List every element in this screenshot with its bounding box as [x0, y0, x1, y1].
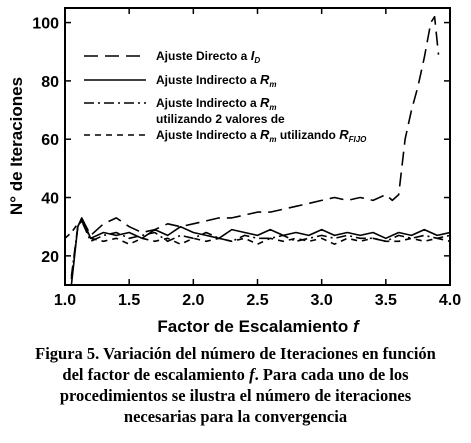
legend-label-subscript: m: [269, 80, 276, 89]
x-axis-label-text: Factor de Escalamiento: [157, 317, 348, 336]
legend-label-symbol: R: [260, 127, 270, 142]
x-tick-label-2: 2.0: [182, 292, 204, 309]
x-tick-label-4: 3.0: [311, 292, 333, 309]
legend-label-rest: utilizando: [277, 128, 340, 142]
series-line-4: [65, 220, 450, 245]
legend-label-symbol: R: [260, 95, 270, 110]
series-line-2: [70, 217, 450, 285]
y-tick-label-1: 40: [41, 191, 59, 208]
x-tick-label-5: 3.5: [375, 292, 397, 309]
legend-label-2: Ajuste Indirecto a Rm: [156, 72, 277, 89]
legend-label-subscript-2: FIJO: [349, 135, 368, 144]
caption-line-2b: . Para cada uno de los: [254, 365, 409, 384]
x-tick-label-1: 1.5: [118, 292, 140, 309]
legend-label-text: Ajuste Directo a: [156, 49, 251, 63]
y-axis-label: N° de Iteraciones: [7, 77, 26, 215]
legend-label-symbol-2: R: [339, 127, 349, 142]
x-tick-label-3: 2.5: [246, 292, 268, 309]
caption-line-2a: del factor de escalamiento: [62, 365, 250, 384]
series-layer: [65, 15, 450, 285]
ticks-layer: 1.0 1.5 2.0 2.5 3.0 3.5 4.0 20 40 60 80 100: [32, 8, 461, 309]
y-tick-label-3: 80: [41, 74, 59, 91]
x-tick-label-0: 1.0: [54, 292, 76, 309]
legend-label-3: Ajuste Indirecto a Rm: [156, 95, 277, 112]
series-line-1: [70, 15, 440, 280]
legend-label-text: Ajuste Indirecto a: [156, 128, 260, 142]
legend-label-1: Ajuste Directo a ID: [156, 48, 260, 65]
caption-line-1: Figura 5. Variación del número de Iterac…: [35, 344, 436, 363]
legend-label-3-line-2: utilizando 2 valores de: [156, 112, 285, 126]
legend-label-subscript: m: [269, 103, 276, 112]
series-line-3: [70, 220, 450, 277]
figure-caption: Figura 5. Variación del número de Iterac…: [0, 343, 471, 427]
y-tick-label-4: 100: [32, 16, 59, 33]
y-tick-label-0: 20: [41, 249, 59, 266]
legend-label-text: Ajuste Indirecto a: [156, 73, 260, 87]
legend-label-symbol: R: [260, 72, 270, 87]
legend: Ajuste Directo a ID Ajuste Indirecto a Rm…: [84, 48, 367, 144]
legend-label-text: Ajuste Indirecto a: [156, 96, 260, 110]
legend-label-subscript: D: [254, 56, 260, 65]
x-axis-label: Factor de Escalamiento f: [157, 317, 361, 336]
x-axis-label-var: f: [353, 317, 361, 336]
legend-label-symbol: I: [251, 48, 255, 63]
legend-label-4: Ajuste Indirecto a Rm utilizando RFIJO: [156, 127, 367, 144]
x-tick-label-6: 4.0: [439, 292, 461, 309]
caption-line-4: necesarias para la convergencia: [123, 407, 348, 426]
caption-line-2: del factor de escalamiento f. Para cada …: [62, 365, 408, 384]
caption-line-2-var: f: [249, 365, 255, 384]
chart: 1.0 1.5 2.0 2.5 3.0 3.5 4.0 20 40 60 80 100 Ajuste …: [7, 7, 461, 336]
legend-label-subscript: m: [269, 135, 276, 144]
y-tick-label-2: 60: [41, 132, 59, 149]
caption-line-3: procedimientos se ilustra el número de i…: [59, 386, 412, 405]
